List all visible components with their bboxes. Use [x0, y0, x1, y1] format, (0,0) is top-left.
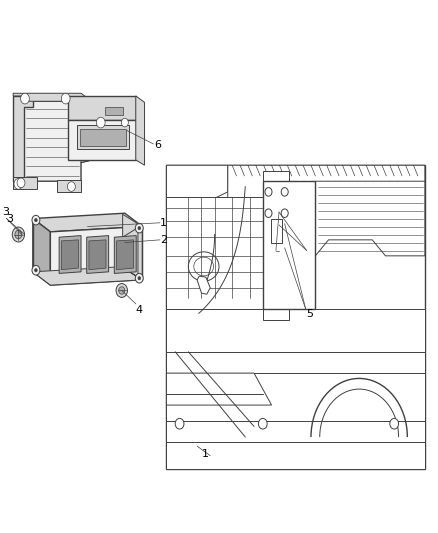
- Circle shape: [265, 188, 272, 196]
- Polygon shape: [123, 214, 142, 280]
- Polygon shape: [263, 171, 289, 320]
- Polygon shape: [166, 373, 272, 405]
- Polygon shape: [13, 96, 33, 181]
- Text: 6: 6: [154, 140, 161, 150]
- Text: 3: 3: [2, 207, 9, 217]
- Circle shape: [15, 230, 22, 239]
- Text: 4: 4: [136, 305, 143, 315]
- Circle shape: [138, 227, 141, 230]
- Polygon shape: [166, 165, 228, 213]
- Text: 2: 2: [160, 235, 167, 245]
- Polygon shape: [13, 93, 92, 101]
- Circle shape: [135, 273, 143, 283]
- Circle shape: [35, 269, 37, 272]
- Circle shape: [35, 219, 37, 222]
- Polygon shape: [114, 236, 136, 273]
- Polygon shape: [166, 309, 425, 469]
- Polygon shape: [24, 101, 92, 181]
- Polygon shape: [68, 96, 136, 120]
- Circle shape: [12, 227, 25, 242]
- Polygon shape: [50, 227, 142, 285]
- Circle shape: [116, 284, 127, 297]
- Circle shape: [281, 209, 288, 217]
- Circle shape: [121, 118, 128, 127]
- Circle shape: [281, 188, 288, 196]
- Circle shape: [135, 223, 143, 233]
- Bar: [271, 219, 282, 243]
- Polygon shape: [228, 165, 425, 235]
- Polygon shape: [33, 213, 142, 232]
- Circle shape: [67, 182, 75, 191]
- Text: 5: 5: [307, 310, 314, 319]
- Polygon shape: [80, 129, 126, 146]
- Circle shape: [265, 209, 272, 217]
- Polygon shape: [68, 120, 136, 160]
- Text: 3: 3: [7, 214, 14, 223]
- Polygon shape: [136, 96, 145, 165]
- Polygon shape: [33, 266, 142, 285]
- Polygon shape: [61, 240, 78, 270]
- Circle shape: [14, 179, 23, 189]
- Circle shape: [119, 287, 125, 294]
- Circle shape: [32, 215, 40, 225]
- Circle shape: [138, 277, 141, 280]
- Polygon shape: [117, 240, 134, 270]
- Circle shape: [175, 418, 184, 429]
- Polygon shape: [57, 180, 81, 192]
- Polygon shape: [166, 352, 425, 373]
- Polygon shape: [33, 219, 50, 285]
- Polygon shape: [166, 197, 263, 309]
- Circle shape: [390, 418, 399, 429]
- Polygon shape: [13, 177, 37, 189]
- Circle shape: [96, 117, 105, 128]
- Polygon shape: [77, 125, 129, 149]
- Polygon shape: [87, 236, 109, 273]
- Polygon shape: [105, 107, 123, 115]
- Text: 1: 1: [160, 218, 167, 228]
- Bar: [166, 165, 425, 469]
- Polygon shape: [59, 236, 81, 273]
- Polygon shape: [81, 101, 105, 163]
- Circle shape: [32, 265, 40, 275]
- Circle shape: [17, 178, 25, 188]
- Polygon shape: [263, 181, 315, 309]
- Circle shape: [21, 93, 29, 104]
- Circle shape: [61, 93, 70, 104]
- Text: 1: 1: [201, 449, 208, 459]
- Polygon shape: [89, 240, 106, 270]
- Polygon shape: [315, 181, 425, 256]
- Circle shape: [258, 418, 267, 429]
- Polygon shape: [197, 276, 210, 294]
